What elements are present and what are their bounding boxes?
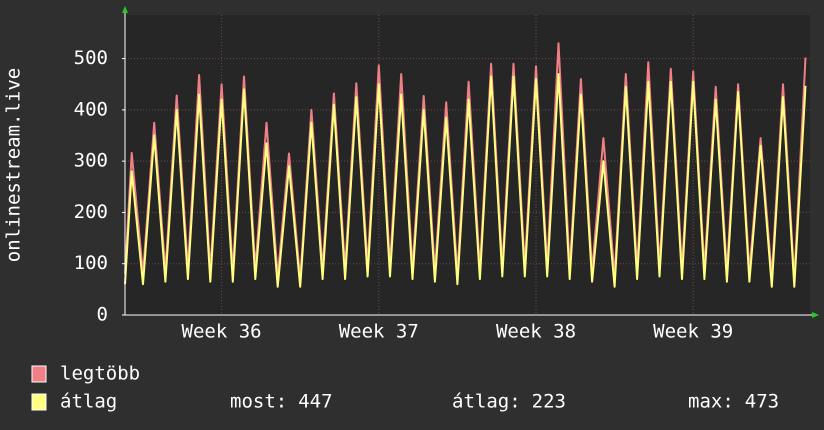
y-tick-label: 300 xyxy=(74,150,108,172)
stat-label: max: xyxy=(688,391,734,413)
x-tick-label: Week 36 xyxy=(182,321,262,343)
y-tick-label: 100 xyxy=(74,252,108,274)
lines xyxy=(124,42,807,288)
stat-label: most: xyxy=(230,391,287,413)
axis-arrow xyxy=(122,6,128,13)
y-tick-label: 500 xyxy=(74,47,108,69)
x-tick-label: Week 37 xyxy=(339,321,419,343)
series-line xyxy=(124,73,807,288)
y-tick-label: 200 xyxy=(74,201,108,223)
stat-value: 473 xyxy=(745,391,779,413)
y-tick-label: 400 xyxy=(74,98,108,120)
legend-swatch xyxy=(31,365,47,383)
stat-label: átlag: xyxy=(452,391,521,413)
x-tick-label: Week 39 xyxy=(653,321,733,343)
y-axis-label: onlinestream.live xyxy=(3,68,25,262)
stat-value: 447 xyxy=(298,391,332,413)
y-tick-label: 0 xyxy=(97,304,108,326)
stat-value: 223 xyxy=(532,391,566,413)
x-tick-label: Week 38 xyxy=(496,321,576,343)
legend-label: legtöbb xyxy=(60,363,140,385)
plot-area xyxy=(125,15,810,315)
legend: legtöbb átlag most: 447 átlag: 223 max: 473 xyxy=(31,363,779,413)
axis-arrow xyxy=(812,312,819,318)
legend-label: átlag xyxy=(60,391,117,413)
legend-swatch xyxy=(31,393,47,411)
